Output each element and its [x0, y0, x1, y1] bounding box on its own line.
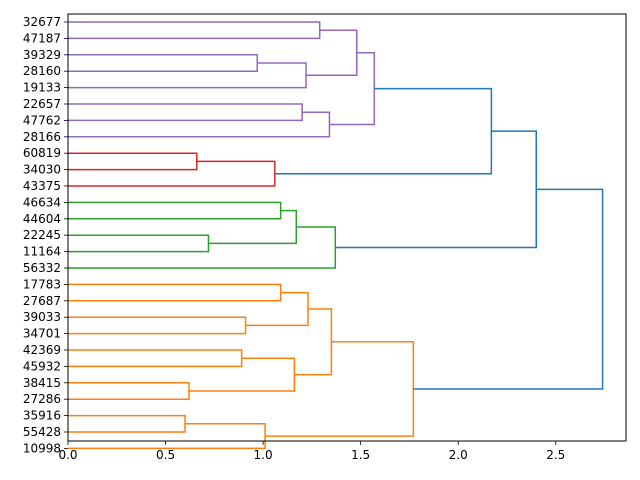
leaf-label: 28166	[23, 130, 61, 144]
x-tick-label: 2.5	[546, 448, 565, 462]
dendrogram-link-g1	[68, 201, 282, 220]
leaf-label: 44604	[23, 212, 61, 226]
leaf-label: 27687	[23, 294, 61, 308]
leaf-label: 27286	[23, 392, 61, 406]
dendrogram-link-o4	[68, 349, 243, 368]
x-tick-label: 0.5	[156, 448, 175, 462]
leaf-label: 22245	[23, 228, 61, 242]
dendrogram-link-o5	[68, 382, 190, 400]
dendrogram-link-p2	[68, 54, 259, 72]
leaf-label: 11164	[23, 245, 61, 259]
leaf-label: 10998	[23, 441, 61, 455]
leaf-label: 22657	[23, 97, 61, 111]
leaf-label: 47762	[23, 113, 61, 127]
leaf-label: 34030	[23, 163, 61, 177]
dendrogram-link-p3	[68, 62, 307, 89]
dendrogram-link-g4	[68, 226, 337, 269]
dendrogram-link-b3	[413, 188, 604, 390]
dendrogram-link-b2	[335, 130, 538, 249]
dendrogram-link-o8	[68, 414, 186, 433]
dendrogram-link-o3	[245, 291, 309, 327]
leaf-label: 34701	[23, 327, 61, 341]
leaf-label: 28160	[23, 64, 61, 78]
dendrogram-link-o1	[68, 283, 282, 302]
leaf-label: 17783	[23, 277, 61, 291]
dendrogram-link-o10	[265, 341, 415, 437]
leaf-label: 45932	[23, 359, 61, 373]
dendrogram-link-r2	[68, 160, 276, 187]
leaf-axis: 32677 47187 39329 28160 19133 22657 47762 28166…	[23, 15, 68, 455]
plot-frame	[67, 13, 627, 442]
dendrogram-link-o9	[68, 423, 266, 450]
leaf-label: 60819	[23, 146, 61, 160]
dendrogram-link-g3	[208, 209, 298, 245]
dendrogram-link-o7	[294, 308, 333, 376]
leaf-label: 35916	[23, 409, 61, 423]
leaf-label: 43375	[23, 179, 61, 193]
dendrogram-link-g2	[68, 234, 210, 253]
leaf-label: 42369	[23, 343, 61, 357]
leaf-label: 39033	[23, 310, 61, 324]
leaf-label: 38415	[23, 376, 61, 390]
distance-axis: 0.0 0.5 1.0 1.5 2.0 2.5	[58, 441, 565, 462]
dendrogram-link-r1	[68, 152, 198, 171]
leaf-label: 55428	[23, 425, 61, 439]
leaf-label: 39329	[23, 48, 61, 62]
leaf-label: 46634	[23, 195, 61, 209]
dendrogram-link-p6	[68, 111, 331, 138]
leaf-label: 32677	[23, 15, 61, 29]
dendrogram-link-p4	[306, 29, 358, 77]
x-tick-label: 2.0	[449, 448, 468, 462]
leaf-label: 19133	[23, 81, 61, 95]
x-tick-label: 1.0	[254, 448, 273, 462]
dendrogram-links	[68, 21, 604, 450]
dendrogram-link-p5	[68, 103, 303, 122]
dendrogram-link-p7	[329, 52, 376, 126]
dendrogram-link-b1	[274, 87, 493, 175]
leaf-label: 47187	[23, 31, 61, 45]
x-tick-label: 1.5	[351, 448, 370, 462]
dendrogram-link-o2	[68, 316, 247, 335]
x-tick-label: 0.0	[58, 448, 77, 462]
leaf-label: 56332	[23, 261, 61, 275]
dendrogram-link-p1	[68, 21, 321, 40]
